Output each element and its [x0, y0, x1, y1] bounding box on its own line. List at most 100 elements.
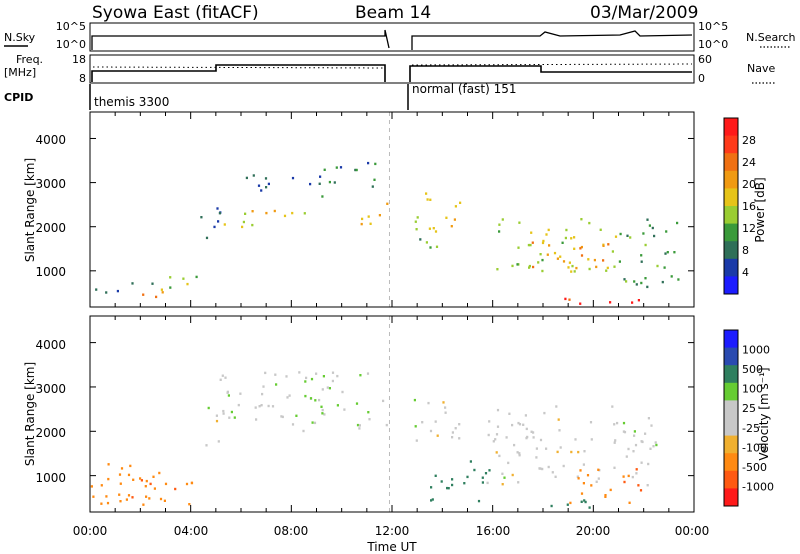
velocity-pixel	[309, 397, 313, 400]
velocity-pixel	[320, 405, 323, 408]
velocity-pixel	[481, 481, 484, 484]
power-pixel	[568, 298, 571, 301]
power-pixel	[644, 243, 647, 247]
xtick-label: 04:00	[174, 524, 209, 538]
power-pixel	[425, 192, 428, 195]
velocity-colorbar-label: Velocity [m s⁻¹]	[757, 367, 771, 460]
velocity-pixel	[597, 468, 600, 471]
velocity-pixel	[584, 500, 587, 504]
velocity-pixel	[226, 391, 229, 394]
power-pixel	[216, 207, 219, 210]
velocity-pixel	[647, 417, 650, 420]
power-pixel	[454, 205, 457, 208]
velocity-pixel	[530, 430, 533, 433]
velocity-pixel	[274, 373, 277, 376]
velocity-pixel	[541, 467, 544, 471]
velocity-pixel	[434, 420, 437, 423]
power-colorbar: 28 24 20 16 12 8 4	[723, 117, 756, 295]
power-pixel	[367, 215, 370, 218]
velocity-pixel	[367, 411, 370, 414]
velocity-colorbar-swatch	[724, 330, 738, 349]
power-pixel	[251, 210, 254, 213]
velocity-colorbar-swatch	[724, 418, 738, 437]
velocity-pixel	[285, 375, 288, 378]
velocity-pixel	[205, 444, 208, 447]
nsky-panel-frame	[89, 22, 695, 52]
velocity-pixel	[366, 372, 370, 375]
power-pixel	[640, 281, 643, 285]
velocity-pixel	[105, 495, 108, 498]
velocity-pixel	[239, 392, 242, 395]
velocity-pixel	[535, 447, 538, 450]
velocity-pixel	[505, 436, 508, 439]
power-pixel	[635, 283, 638, 286]
velocity-pixel	[430, 486, 433, 489]
power-pixel	[648, 224, 651, 227]
velocity-pixel	[458, 437, 461, 440]
power-pixel	[459, 201, 462, 204]
velocity-pixel	[551, 471, 554, 474]
velocity-pixel	[522, 423, 525, 426]
power-pixel	[213, 225, 216, 229]
power-colorbar-label: Power [dB]	[753, 177, 767, 242]
velocity-pixel	[652, 445, 655, 448]
velocity-colorbar-swatch	[724, 435, 738, 454]
power-pixel	[599, 228, 602, 231]
power-pixel	[542, 239, 545, 243]
power-pixel	[602, 244, 605, 247]
power-colorbar-swatch	[724, 188, 738, 207]
power-pixel	[309, 182, 312, 186]
power-colorbar-swatch	[724, 135, 738, 154]
power-pixel	[283, 214, 287, 218]
power-pixel	[561, 241, 564, 244]
power-pixel	[614, 235, 618, 238]
velocity-pixel	[511, 423, 514, 427]
nsky-tick-top: 10^5	[56, 20, 86, 33]
power-pixel	[105, 291, 108, 294]
power-pixel	[548, 244, 551, 247]
power-pixel	[501, 218, 504, 221]
velocity-pixel	[271, 405, 275, 408]
velocity-pixel	[262, 385, 265, 388]
velocity-colorbar: 1000 500 100 25 -25 -100 -500 -1000	[723, 329, 774, 507]
power-pixel	[677, 278, 680, 281]
power-pixel	[335, 166, 338, 169]
velocity-pixel	[219, 378, 222, 381]
power-pixel	[618, 260, 621, 263]
velocity-pixel	[488, 420, 491, 423]
power-pixel	[453, 218, 456, 221]
power-pixel	[273, 209, 276, 213]
velocity-pixel	[145, 479, 148, 483]
velocity-pixel	[215, 419, 219, 423]
power-pixel	[434, 230, 438, 233]
velocity-pixel	[590, 484, 593, 487]
xtick-label: 00:00	[675, 524, 710, 538]
power-pixel	[588, 267, 591, 271]
power-ytick-label: 2000	[35, 221, 66, 235]
power-pixel	[637, 299, 640, 302]
velocity-pixel	[258, 405, 261, 408]
velocity-pixel	[217, 440, 220, 443]
velocity-pixel	[336, 374, 339, 378]
velocity-pixel	[655, 443, 658, 447]
power-pixel	[450, 225, 453, 228]
velocity-pixel	[106, 501, 110, 505]
power-pixel	[155, 295, 158, 299]
xtick-label: 16:00	[476, 524, 511, 538]
velocity-panel-frame	[89, 315, 695, 513]
velocity-pixel	[613, 466, 616, 469]
velocity-pixel	[622, 475, 625, 478]
power-pixel	[568, 261, 571, 264]
power-colorbar-tick-label: 16	[742, 200, 756, 213]
power-pixel	[640, 254, 643, 257]
power-pixel	[151, 282, 154, 285]
power-pixel	[160, 288, 163, 291]
power-pixel	[673, 251, 676, 254]
power-pixel	[593, 258, 596, 262]
velocity-pixel	[501, 472, 504, 475]
power-pixel	[570, 237, 573, 240]
velocity-pixel	[576, 475, 579, 478]
velocity-pixel	[647, 462, 650, 466]
power-pixel	[291, 176, 295, 180]
power-pixel	[642, 232, 645, 235]
